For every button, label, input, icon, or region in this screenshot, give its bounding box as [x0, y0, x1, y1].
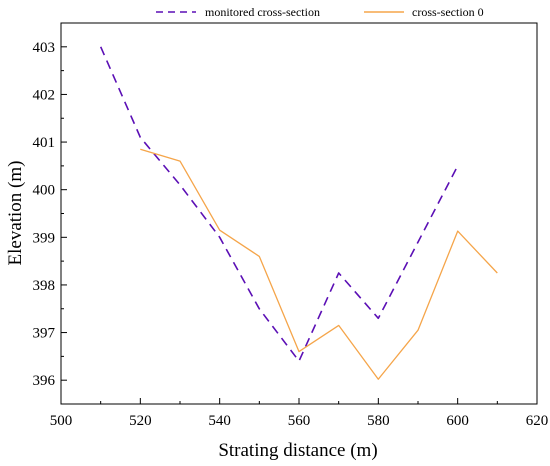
x-tick-label: 540: [208, 413, 231, 429]
x-axis-title: Strating distance (m): [218, 440, 377, 461]
y-tick-label: 398: [33, 278, 56, 294]
y-tick-label: 396: [33, 373, 56, 389]
x-tick-label: 500: [50, 413, 73, 429]
series-layer: [99, 46, 498, 380]
y-tick-label: 397: [33, 326, 56, 342]
x-axis-ticks: 500 520 540 560 580 600 620: [50, 398, 549, 429]
x-tick-label: 520: [129, 413, 152, 429]
x-tick-label: 560: [288, 413, 311, 429]
series-line-0: [99, 46, 459, 362]
y-tick-label: 403: [33, 40, 56, 56]
y-tick-label: 400: [33, 183, 56, 199]
y-axis-title: Elevation (m): [5, 161, 26, 266]
y-tick-label: 401: [33, 135, 56, 151]
series-line-1: [140, 148, 498, 380]
legend: monitored cross-section cross-section 0: [156, 5, 484, 19]
legend-label-cross-section-0: cross-section 0: [412, 5, 484, 19]
legend-label-monitored: monitored cross-section: [205, 5, 320, 19]
y-tick-label: 399: [33, 230, 56, 246]
x-tick-label: 600: [446, 413, 469, 429]
plot-frame: [60, 22, 538, 405]
y-axis-ticks: 396 397 398 399 400 401 402 403: [33, 40, 67, 389]
x-tick-label: 620: [526, 413, 549, 429]
x-tick-label: 580: [367, 413, 390, 429]
y-tick-label: 402: [33, 87, 56, 103]
